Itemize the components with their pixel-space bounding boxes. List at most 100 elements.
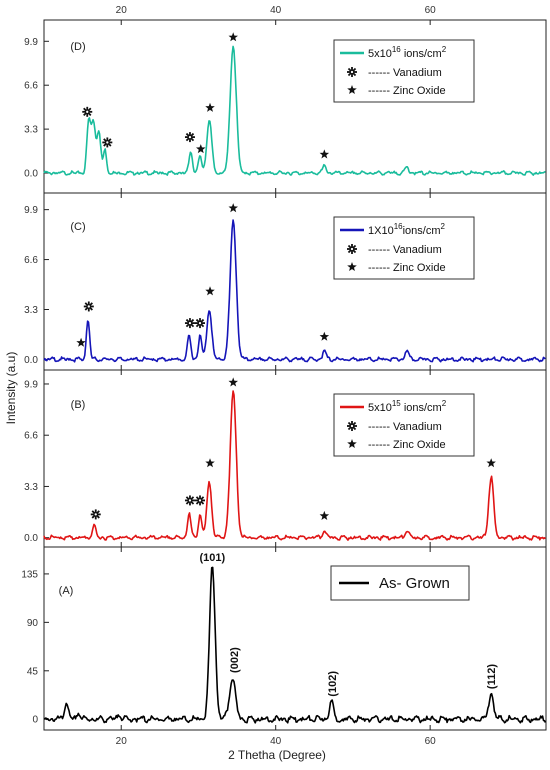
legend-series-base: 5x10	[368, 48, 392, 60]
x-axis-title: 2 Thetha (Degree)	[228, 748, 326, 762]
y-tick-label: 9.9	[24, 205, 38, 216]
legend-zinc-oxide-label: ------ Zinc Oxide	[368, 85, 446, 97]
panel-label: (C)	[70, 221, 85, 233]
y-axis-title: Intensity (a.u)	[4, 352, 18, 425]
y-tick-label: 0.0	[24, 533, 38, 544]
zinc-oxide-star-icon	[228, 203, 238, 213]
peak-annotation: (102)	[327, 671, 339, 697]
legend: 5x1016 ions/cm2 ------ Vanadium ------ Zin…	[333, 39, 475, 103]
vanadium-asterisk-icon	[90, 509, 101, 520]
legend-series-unit: ions/cm	[403, 225, 441, 237]
vanadium-asterisk-icon-center	[93, 512, 99, 517]
legend-box	[333, 216, 475, 280]
legend-unit-exponent: 2	[442, 45, 447, 54]
legend-vanadium-icon-center	[349, 69, 355, 75]
zinc-oxide-star-icon	[196, 144, 206, 154]
y-tick-label: 90	[27, 618, 39, 629]
panel-label: (A)	[59, 585, 74, 597]
y-tick-label: 9.9	[24, 37, 38, 48]
zinc-oxide-star-icon	[205, 458, 215, 468]
legend-unit-exponent: 2	[442, 399, 447, 408]
legend-vanadium-label: ------ Vanadium	[368, 421, 442, 433]
zinc-oxide-star-icon	[486, 458, 496, 468]
zinc-oxide-star-icon	[319, 510, 330, 520]
vanadium-asterisk-icon	[184, 318, 195, 329]
y-tick-label: 6.6	[24, 431, 38, 442]
top-x-tick-labels: 20 40 60	[116, 5, 436, 16]
legend-series-unit: ions/cm	[401, 402, 442, 414]
legend: 1X1016ions/cm2 ------ Vanadium ------ Zinc…	[333, 216, 475, 280]
panel-c: 0.0 3.3 6.6 9.9 (C) 1X1016ions/cm2 ------ Vana…	[24, 192, 547, 371]
y-tick-label: 3.3	[24, 305, 38, 316]
vanadium-asterisk-icon	[184, 495, 195, 506]
vanadium-asterisk-icon-center	[86, 304, 92, 309]
y-tick-label: 0.0	[24, 355, 38, 366]
panel-frame	[43, 546, 547, 731]
legend-box	[333, 393, 475, 457]
bottom-x-tick-label: 60	[425, 736, 437, 747]
y-tick-label: 6.6	[24, 255, 38, 266]
zinc-oxide-star-icon	[228, 32, 238, 42]
top-x-tick-label: 60	[425, 5, 437, 16]
vanadium-asterisk-icon-center	[187, 134, 193, 140]
legend-series-base: 5x10	[368, 402, 392, 414]
y-tick-label: 3.3	[24, 125, 38, 136]
vanadium-asterisk-icon	[195, 495, 206, 506]
bottom-x-tick-label: 40	[270, 736, 282, 747]
legend-box	[333, 39, 475, 103]
spectrum-line	[43, 390, 546, 541]
vanadium-asterisk-icon	[82, 106, 93, 117]
panel-d: 0.0 3.3 6.6 9.9 (D) 5x1016 ions/cm2 ------ Van…	[24, 19, 547, 194]
legend-series-label: 1X1016ions/cm2	[368, 222, 446, 237]
spectrum-line	[43, 219, 546, 363]
spectrum-line	[43, 45, 546, 176]
legend-vanadium-label: ------ Vanadium	[368, 67, 442, 79]
legend-unit-exponent: 2	[441, 222, 446, 231]
y-tick-label: 0	[32, 715, 38, 726]
legend-vanadium-icon	[347, 244, 357, 254]
vanadium-asterisk-icon-center	[187, 320, 193, 326]
legend-vanadium-icon	[347, 421, 357, 431]
panel-label: (D)	[70, 41, 85, 53]
legend: 5x1015 ions/cm2 ------ Vanadium ------ Zin…	[333, 393, 475, 457]
legend-zinc-oxide-icon	[347, 439, 357, 448]
legend-series-base: 1X10	[368, 225, 394, 237]
y-tick-label: 0.0	[24, 169, 38, 180]
bottom-x-tick-labels: 20 40 60	[116, 736, 436, 747]
legend-zinc-oxide-icon	[347, 85, 357, 94]
legend-series-exponent: 16	[394, 222, 403, 231]
legend-series-unit: ions/cm	[401, 48, 442, 60]
vanadium-asterisk-icon-center	[187, 498, 193, 503]
vanadium-asterisk-icon-center	[197, 320, 203, 326]
bottom-x-tick-label: 20	[116, 736, 128, 747]
top-x-tick-label: 40	[270, 5, 282, 16]
zinc-oxide-star-icon	[76, 337, 86, 347]
peak-annotation: (101)	[200, 552, 226, 564]
zinc-oxide-star-icon	[205, 102, 215, 112]
legend-series-label: 5x1016 ions/cm2	[368, 45, 447, 60]
vanadium-asterisk-icon	[184, 132, 195, 143]
zinc-oxide-star-icon	[205, 286, 215, 296]
y-tick-label: 45	[27, 666, 39, 677]
vanadium-asterisk-icon	[195, 318, 206, 329]
legend-vanadium-icon	[347, 67, 357, 77]
legend: As- Grown	[330, 565, 470, 601]
vanadium-asterisk-icon-center	[197, 498, 203, 503]
legend-zinc-oxide-icon	[347, 262, 357, 271]
spectrum-line	[43, 566, 547, 724]
panel-b: 0.0 3.3 6.6 9.9 (B) 5x1015 ions/cm2 ------ Van…	[24, 369, 547, 548]
zinc-oxide-star-icon	[319, 149, 330, 159]
top-x-tick-label: 20	[116, 5, 128, 16]
y-tick-label: 9.9	[24, 379, 38, 390]
zinc-oxide-star-icon	[319, 331, 330, 341]
vanadium-asterisk-icon	[102, 137, 113, 148]
legend-zinc-oxide-label: ------ Zinc Oxide	[368, 262, 446, 274]
legend-series-exponent: 16	[392, 45, 401, 54]
peak-annotation: (112)	[486, 664, 498, 689]
legend-series-label: 5x1015 ions/cm2	[368, 399, 447, 414]
legend-vanadium-icon-center	[349, 246, 355, 252]
legend-series-exponent: 15	[392, 399, 401, 408]
vanadium-asterisk-icon-center	[104, 140, 110, 145]
peak-annotation: (002)	[229, 647, 241, 673]
